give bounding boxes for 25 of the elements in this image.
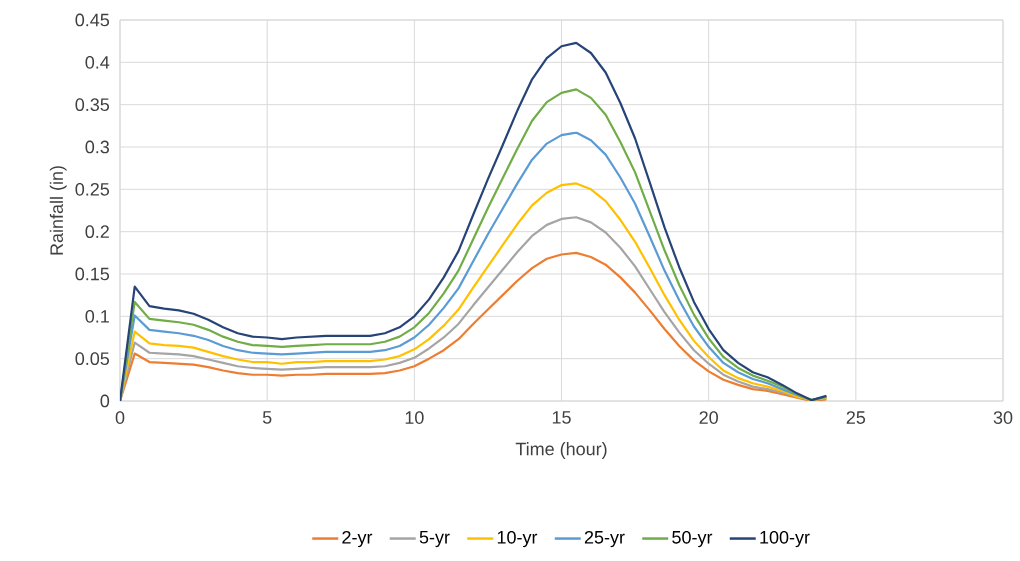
y-tick-label: 0.4 (85, 55, 110, 69)
y-tick-label: 0.15 (75, 267, 110, 281)
x-tick-label: 30 (993, 411, 1013, 424)
x-tick-label: 20 (699, 411, 718, 424)
x-tick-label: 10 (405, 411, 424, 424)
legend-label: 10-yr (497, 530, 538, 548)
y-tick-label: 0.25 (75, 182, 110, 196)
legend-label: 25-yr (584, 530, 625, 548)
x-axis-title: Time (hour) (515, 442, 607, 459)
x-tick-label: 0 (115, 411, 125, 424)
y-tick-label: 0 (100, 394, 110, 408)
y-tick-label: 0.1 (85, 309, 109, 323)
y-tick-label: 0.45 (75, 13, 110, 27)
y-tick-label: 0.35 (75, 98, 110, 112)
x-tick-label: 25 (846, 411, 866, 424)
legend-label: 100-yr (760, 530, 810, 548)
y-tick-label: 0.2 (85, 225, 109, 239)
legend-label: 2-yr (342, 530, 373, 548)
y-tick-label: 0.3 (85, 140, 110, 154)
x-tick-label: 5 (262, 411, 272, 424)
legend-label: 5-yr (419, 531, 450, 548)
y-tick-label: 0.05 (75, 352, 110, 366)
x-tick-label: 15 (552, 411, 571, 424)
legend-label: 50-yr (672, 530, 713, 548)
y-axis-title: Rainfall (in) (49, 166, 67, 255)
